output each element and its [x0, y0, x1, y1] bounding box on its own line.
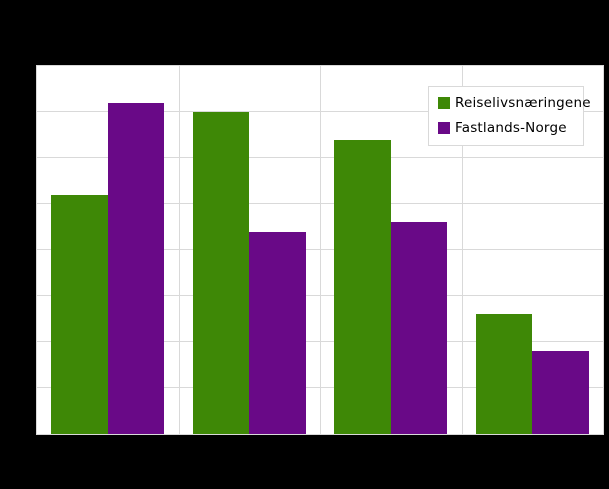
bar-reiselivsnaeringene — [475, 314, 533, 434]
legend-swatch-purple — [438, 122, 450, 134]
bar-group-3 — [320, 66, 462, 434]
bar-fastlands-norge — [249, 231, 306, 434]
legend-item-reiselivsnaeringene: Reiselivsnæringene — [438, 95, 591, 111]
bar-fastlands-norge — [107, 102, 165, 434]
bar-reiselivsnaeringene — [192, 112, 250, 434]
bar-fastlands-norge — [532, 351, 589, 434]
plot-area: Reiselivsnæringene Fastlands-Norge — [36, 65, 604, 435]
bar-group-1 — [37, 66, 179, 434]
bar-reiselivsnaeringene — [51, 194, 108, 434]
legend-swatch-green — [438, 97, 450, 109]
gridline-vertical — [178, 66, 180, 434]
legend-label: Reiselivsnæringene — [455, 95, 591, 111]
bar-fastlands-norge — [390, 222, 448, 434]
gridline-vertical — [461, 66, 463, 434]
bar-group-2 — [179, 66, 321, 434]
bar-reiselivsnaeringene — [334, 139, 391, 434]
bar-groups — [37, 66, 603, 434]
gridline-vertical — [320, 66, 321, 434]
legend-label: Fastlands-Norge — [455, 120, 567, 136]
legend: Reiselivsnæringene Fastlands-Norge — [428, 86, 591, 146]
legend-item-fastlands-norge: Fastlands-Norge — [438, 120, 574, 136]
bar-group-4 — [462, 66, 604, 434]
